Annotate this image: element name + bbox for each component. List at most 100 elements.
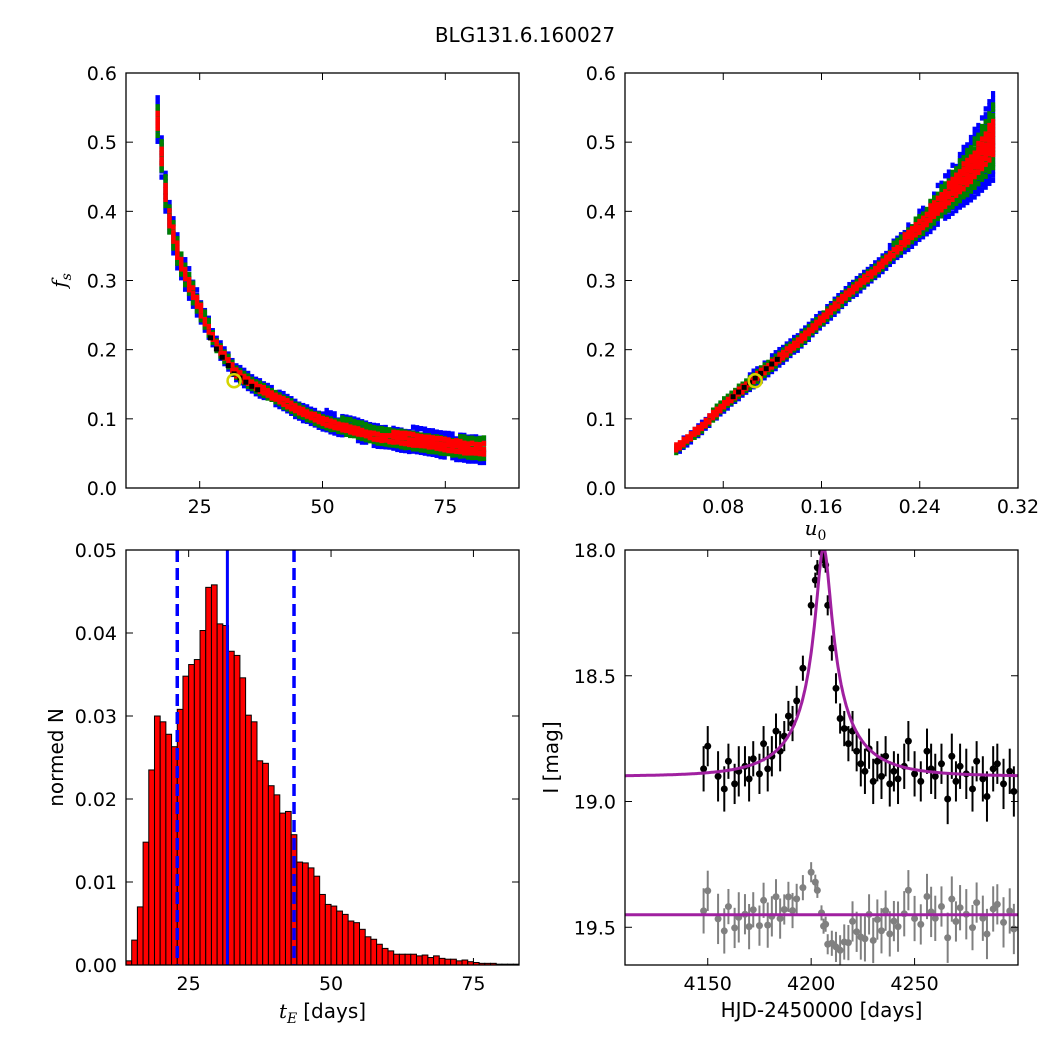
fs-u0-cell-2sigma bbox=[972, 184, 977, 191]
te-hist-bar bbox=[182, 675, 190, 966]
fs-u0-cell-best bbox=[730, 394, 736, 400]
residual-point bbox=[1000, 918, 1008, 926]
fs-te-cell-3sigma bbox=[171, 216, 176, 222]
fs-u0-cell-1sigma bbox=[769, 358, 775, 364]
fs-te-cell-1sigma bbox=[332, 424, 337, 431]
fs-u0-cell-1sigma bbox=[703, 422, 708, 429]
fs-te-cell-2sigma bbox=[155, 132, 160, 139]
fs-u0-cell-1sigma bbox=[987, 122, 992, 129]
fs-te-cell-2sigma bbox=[296, 413, 302, 419]
fs-te-cell-1sigma bbox=[320, 420, 325, 427]
te-hist-ylabel: normed N bbox=[44, 708, 68, 807]
fs-te-cell-2sigma bbox=[375, 440, 380, 446]
fs-te-cell-best bbox=[249, 383, 255, 389]
fs-te-cell-1sigma bbox=[458, 438, 463, 445]
fs-te-cell-1sigma bbox=[182, 271, 188, 278]
fs-te-cell-1sigma bbox=[277, 394, 282, 400]
residual-point bbox=[700, 907, 708, 915]
fs-te-cell-1sigma bbox=[234, 367, 239, 373]
residual-point bbox=[904, 886, 912, 894]
lc-xtick-label: 4250 bbox=[890, 973, 938, 995]
fs-te-cell-1sigma bbox=[261, 390, 267, 396]
fs-u0-cell-2sigma bbox=[976, 136, 981, 142]
fs-te-cell-1sigma bbox=[265, 392, 270, 398]
fs-te-cell-1sigma bbox=[375, 431, 380, 437]
fs-u0-cell-3sigma bbox=[777, 362, 782, 368]
fs-te-cell-1sigma bbox=[481, 451, 487, 457]
fs-u0-cell-3sigma bbox=[843, 285, 848, 292]
data-point bbox=[917, 777, 925, 785]
fs-u0-cell-2sigma bbox=[965, 147, 970, 154]
fs-te-cell-1sigma bbox=[340, 422, 345, 428]
fs-te-cell-1sigma bbox=[379, 437, 384, 444]
residual-point bbox=[861, 935, 869, 943]
fs-te-cell-3sigma bbox=[375, 443, 380, 449]
fs-te-cell-2sigma bbox=[336, 418, 341, 424]
fs-te-cell-1sigma bbox=[344, 422, 349, 429]
fs-u0-cell-1sigma bbox=[699, 421, 705, 428]
data-point bbox=[979, 775, 987, 783]
fs-u0-cell-1sigma bbox=[839, 298, 845, 304]
fs-u0-cell-3sigma bbox=[979, 182, 985, 188]
fs-u0-cell-1sigma bbox=[935, 201, 940, 207]
residual-point bbox=[886, 930, 894, 938]
fs-u0-cell-1sigma bbox=[979, 155, 985, 162]
fs-u0-cell-3sigma bbox=[946, 213, 951, 220]
data-point bbox=[828, 644, 836, 652]
fs-te-cell-1sigma bbox=[430, 435, 436, 441]
fs-u0-cell-1sigma bbox=[696, 429, 701, 436]
fs-u0-cell-1sigma bbox=[972, 164, 977, 170]
fs-u0-cell-1sigma bbox=[814, 325, 819, 331]
fs-te-cell-3sigma bbox=[155, 100, 160, 106]
fs-u0-cell-3sigma bbox=[965, 194, 970, 201]
fs-u0-cell-3sigma bbox=[972, 188, 977, 195]
fs-te-cell-2sigma bbox=[163, 178, 168, 185]
fs-te-cell-1sigma bbox=[367, 434, 373, 441]
fs-te-cell-3sigma bbox=[410, 424, 416, 430]
residual-point bbox=[944, 934, 952, 942]
fs-te-cell-1sigma bbox=[473, 450, 479, 456]
te-hist-bar bbox=[313, 875, 321, 966]
fs-u0-cell-1sigma bbox=[924, 217, 929, 223]
fs-te-cell-1sigma bbox=[446, 437, 451, 443]
fs-u0-cell-3sigma bbox=[777, 346, 782, 353]
te-hist-bar bbox=[438, 957, 446, 966]
residual-point bbox=[724, 903, 732, 911]
te-hist-ytick-label: 0.04 bbox=[75, 623, 117, 645]
fs-te-cell-1sigma bbox=[163, 186, 168, 193]
fs-u0-cell-1sigma bbox=[909, 231, 915, 237]
fs-u0-cell-1sigma bbox=[939, 192, 944, 198]
fs-te-cell-3sigma bbox=[434, 429, 439, 435]
te-hist-bar bbox=[233, 654, 241, 966]
fs-te-cell-2sigma bbox=[245, 383, 251, 390]
fs-u0-cell-3sigma bbox=[935, 182, 940, 189]
fs-te-cell-1sigma bbox=[300, 406, 306, 413]
fs-u0-cell-1sigma bbox=[792, 345, 797, 351]
fs-te-cell-1sigma bbox=[230, 367, 235, 373]
residual-point bbox=[979, 914, 987, 922]
fs-u0-cell-1sigma bbox=[799, 333, 804, 339]
fs-u0-cell-3sigma bbox=[935, 221, 940, 227]
fs-u0-cell-1sigma bbox=[865, 271, 870, 277]
te-hist-bar bbox=[159, 721, 167, 966]
residual-point bbox=[1006, 907, 1014, 915]
fs-u0-cell-3sigma bbox=[917, 208, 922, 214]
fs-te-cell-3sigma bbox=[324, 407, 329, 414]
fs-u0-cell-1sigma bbox=[987, 127, 992, 133]
fs-u0-cell-2sigma bbox=[939, 213, 944, 219]
fs-u0-cell-1sigma bbox=[968, 168, 974, 174]
fs-u0-cell-1sigma bbox=[979, 150, 985, 156]
fs-u0-cell-2sigma bbox=[799, 341, 804, 348]
data-point bbox=[784, 712, 792, 720]
fs-u0-cell-1sigma bbox=[950, 176, 955, 183]
figure-panels: 25 50 75 0.0 0.1 0.2 0.3 0.4 0.5 0.6 fs 0.08 0.16 0.2… bbox=[44, 63, 1039, 1027]
fs-u0-cell-2sigma bbox=[976, 175, 981, 181]
fs-te-cell-3sigma bbox=[320, 411, 325, 417]
u0-xlabel: u0 bbox=[805, 516, 827, 544]
fs-u0-cell-2sigma bbox=[932, 220, 937, 226]
fs-u0-cell-1sigma bbox=[688, 436, 694, 442]
fs-u0-cell-best bbox=[774, 356, 780, 362]
data-point bbox=[861, 767, 869, 775]
fs-u0-cell-3sigma bbox=[990, 109, 996, 115]
